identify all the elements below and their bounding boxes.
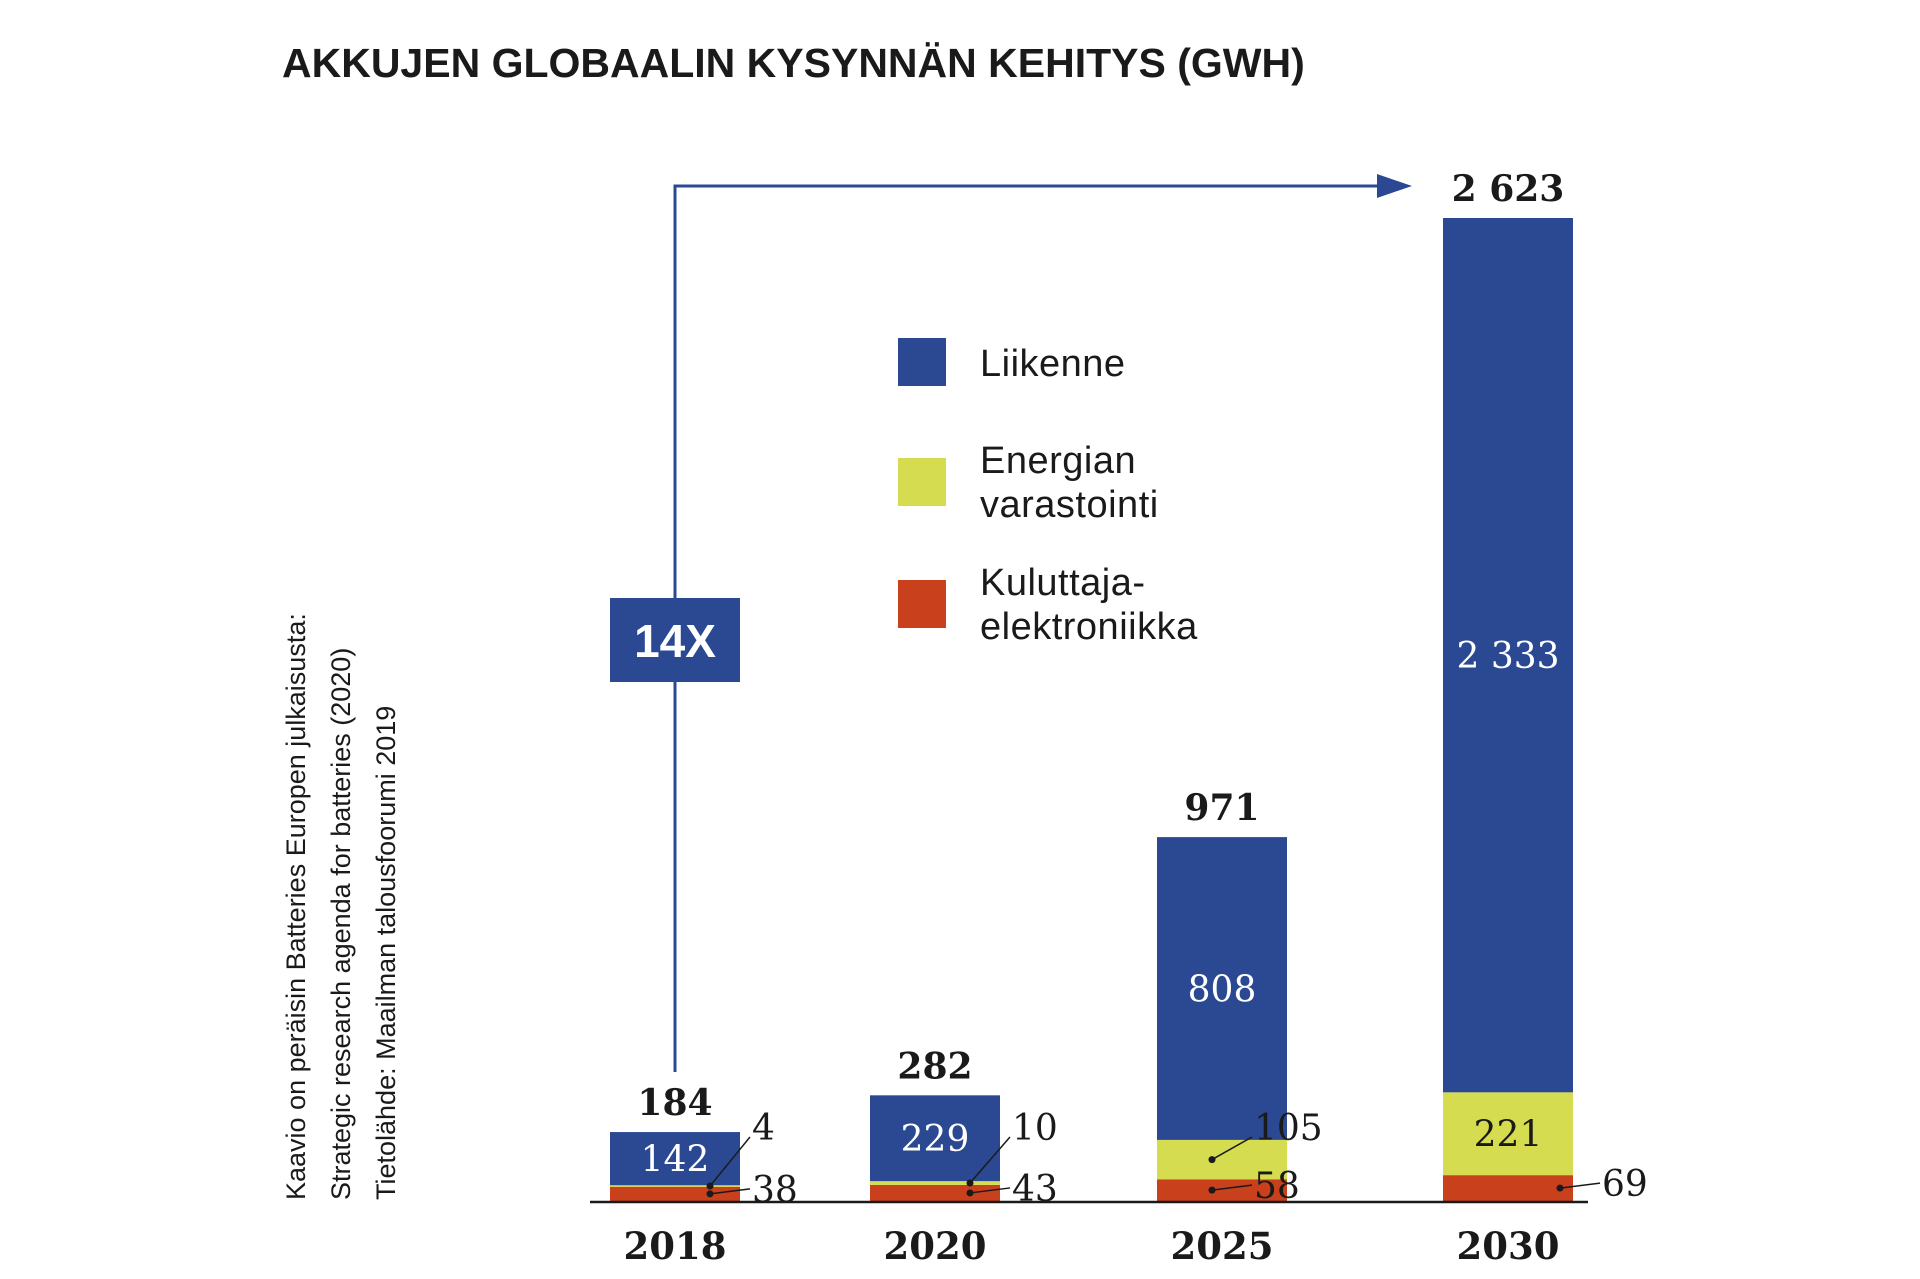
storage-label-2018: 4: [752, 1108, 775, 1149]
bar-storage-2018: [610, 1185, 740, 1187]
transport-label-2025: 808: [1188, 970, 1257, 1011]
storage-label-2030: 221: [1474, 1115, 1543, 1156]
growth-arrow-head: [1377, 174, 1412, 198]
legend-label-consumer-1: elektroniikka: [980, 606, 1198, 648]
consumer-leader-line-2020: [969, 1187, 1011, 1194]
transport-label-2030: 2 333: [1456, 636, 1559, 677]
total-label-2030: 2 623: [1452, 168, 1565, 210]
storage-label-2025: 105: [1254, 1108, 1323, 1149]
bar-consumer-2020: [870, 1184, 1000, 1201]
consumer-leader-line-2025: [1211, 1184, 1253, 1191]
bar-transport-2025: [1157, 837, 1287, 1140]
consumer-label-2020: 43: [1012, 1169, 1058, 1210]
transport-label-2020: 229: [901, 1119, 970, 1160]
legend-label-storage-0: Energian: [980, 440, 1136, 482]
labels: 184 142 4 38 2018 282 229 10 43 2020 971 808 105 58 20…: [624, 168, 1648, 1268]
total-label-2020: 282: [897, 1045, 972, 1087]
chart-title: AKKUJEN GLOBAALIN KYSYNNÄN KEHITYS (GWH): [282, 40, 1305, 86]
x-tick-label-2018: 2018: [624, 1224, 727, 1268]
consumer-label-2018: 38: [752, 1170, 798, 1211]
consumer-leader-line-2030: [1559, 1182, 1601, 1189]
legend-swatch-transport: [898, 338, 946, 386]
consumer-label-2025: 58: [1254, 1166, 1300, 1207]
source-line-3: Tietolähde: Maailman talousfoorumi 2019: [371, 706, 401, 1200]
source-line-2: Strategic research agenda for batteries …: [326, 648, 356, 1200]
transport-label-2018: 142: [641, 1140, 710, 1181]
x-tick-label-2020: 2020: [884, 1224, 987, 1268]
legend-swatch-storage: [898, 458, 946, 506]
consumer-label-2030: 69: [1602, 1164, 1648, 1205]
source-line-1: Kaavio on peräisin Batteries Europen jul…: [281, 613, 311, 1200]
bar-consumer-2030: [1443, 1175, 1573, 1201]
bar-storage-2025: [1157, 1139, 1287, 1180]
source-note: Kaavio on peräisin Batteries Europen jul…: [281, 613, 401, 1200]
x-tick-label-2025: 2025: [1171, 1224, 1274, 1268]
legend-label-consumer-0: Kuluttaja-: [980, 562, 1146, 604]
legend-label-storage-1: varastointi: [980, 484, 1159, 526]
storage-leader-line-2018: [709, 1136, 751, 1187]
legend-swatch-consumer: [898, 580, 946, 628]
growth-arrow-line: [673, 184, 1378, 1073]
total-label-2025: 971: [1184, 787, 1259, 829]
legend-label-transport-0: Liikenne: [980, 343, 1126, 385]
bar-consumer-2025: [1157, 1179, 1287, 1201]
bar-storage-2020: [870, 1181, 1000, 1185]
growth-badge-label: 14X: [634, 615, 716, 667]
bars: [610, 218, 1573, 1201]
growth-arrow: 14X: [610, 174, 1412, 1073]
bar-consumer-2018: [610, 1186, 740, 1201]
storage-leader-line-2025: [1211, 1136, 1253, 1161]
storage-label-2020: 10: [1012, 1108, 1058, 1149]
consumer-leader-line-2018: [709, 1188, 751, 1195]
bar-transport-2030: [1443, 218, 1573, 1093]
total-label-2018: 184: [637, 1082, 712, 1124]
storage-leader-line-2020: [969, 1136, 1011, 1184]
x-tick-label-2030: 2030: [1457, 1224, 1560, 1268]
bar-storage-2030: [1443, 1092, 1573, 1176]
growth-badge: [610, 598, 740, 682]
bar-transport-2020: [870, 1095, 1000, 1182]
